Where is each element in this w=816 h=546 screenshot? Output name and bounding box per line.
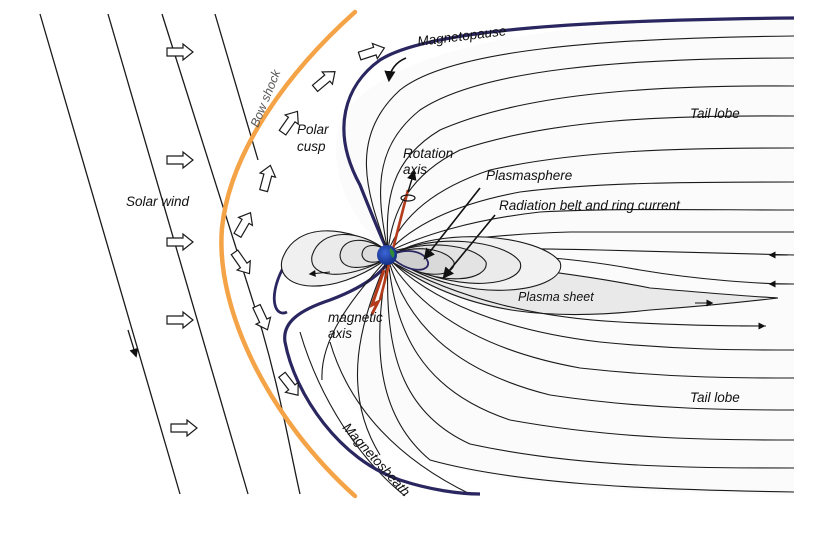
flow-arrow-icon — [170, 419, 198, 437]
tail-lobe-bottom-label: Tail lobe — [690, 390, 740, 405]
magnetosheath-lines — [299, 331, 471, 497]
solar-wind-field-lines — [39, 13, 301, 495]
flow-arrow-icon — [309, 64, 341, 96]
magnetic-axis-label-line2: axis — [328, 326, 352, 341]
flow-arrow-icon — [229, 208, 259, 240]
rotation-axis-line — [378, 189, 410, 301]
polar-cusp-label-line1: Polar — [297, 122, 329, 137]
flow-arrow-icon — [166, 311, 194, 329]
dayside-field-loops — [280, 230, 389, 287]
tail-field-lines-lower — [321, 257, 795, 493]
tail-field-lines-upper — [365, 35, 795, 259]
solar-wind-label: Solar wind — [126, 194, 190, 209]
rotation-axis-label-line2: axis — [403, 162, 427, 177]
magnetic-axis-label-line1: magnetic — [328, 310, 383, 325]
polar-cusp-label: Polar cusp — [297, 122, 332, 154]
magnetic-axis-arrow — [369, 269, 386, 315]
radiation-belt-label: Radiation belt and ring current — [499, 198, 681, 213]
tail-lobe-top-label: Tail lobe — [690, 106, 740, 121]
rotation-indicator-icon — [400, 194, 416, 202]
plasma-sheet-label: Plasma sheet — [518, 290, 594, 304]
rotation-axis-label-line1: Rotation — [403, 146, 453, 161]
earth-group — [369, 170, 417, 315]
flow-arrow-icon — [255, 162, 279, 194]
rotation-axis-label: Rotation axis — [403, 146, 457, 177]
earth-land-icon — [389, 248, 395, 258]
plasmasphere-label: Plasmasphere — [486, 168, 572, 183]
magnetic-axis-label: magnetic axis — [328, 310, 387, 341]
flow-arrow-icon — [166, 151, 194, 169]
flow-arrow-icon — [166, 233, 194, 251]
bow-shock-curve — [219, 9, 358, 499]
flow-arrow-icon — [166, 43, 194, 61]
polar-cusp-label-line2: cusp — [297, 139, 326, 154]
label-pointers — [384, 57, 496, 279]
flow-arrow-icon — [227, 247, 257, 279]
